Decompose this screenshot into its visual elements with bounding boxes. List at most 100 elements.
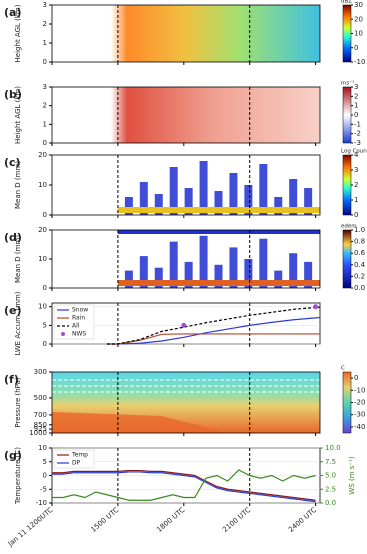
colorbar xyxy=(342,154,352,216)
legend-label: Temp xyxy=(71,452,88,459)
y2-tick-label: 0.0 xyxy=(325,499,336,507)
plot-frame xyxy=(51,4,321,63)
y-tick-label: 0 xyxy=(43,139,47,147)
colorbar-tick-label: -3 xyxy=(354,139,361,147)
legend-label: Snow xyxy=(72,307,88,314)
x-tick-label: 2100 UTC xyxy=(221,506,252,534)
y-tick-label: 1000 xyxy=(29,429,47,437)
spectra-plume xyxy=(154,194,163,215)
spectra-plume xyxy=(214,191,223,215)
spectra-plume xyxy=(124,197,133,215)
legend-label: Rain xyxy=(72,315,85,322)
y-tick-label: 0 xyxy=(43,472,47,480)
y-tick-label: 0 xyxy=(43,58,47,66)
spectra-plume xyxy=(304,188,313,215)
y-tick-label: 3 xyxy=(43,1,47,9)
colorbar-tick-label: 0.4 xyxy=(354,261,366,269)
spectra-plume xyxy=(259,164,268,215)
y-tick-label: 10 xyxy=(38,444,47,452)
y-tick-label: 300 xyxy=(34,368,47,376)
spectra-plume xyxy=(139,256,148,288)
y-tick-label: 0 xyxy=(43,340,47,348)
y-tick-label: 5 xyxy=(43,458,47,466)
spectra-plume xyxy=(244,185,253,215)
y-axis-label: Height AGL (km) xyxy=(14,4,22,62)
panel-label: (d) xyxy=(4,231,22,244)
spectra-plume xyxy=(169,167,178,215)
colorbar-tick-label: -10 xyxy=(354,386,365,394)
panel-label: (f) xyxy=(4,373,19,386)
reflectivity-field xyxy=(52,5,320,62)
y-axis-label: Height AGL (km) xyxy=(14,86,22,144)
y-tick-label: 20 xyxy=(38,226,47,234)
colorbar xyxy=(342,4,352,63)
colorbar-tick-label: 0.2 xyxy=(354,272,365,280)
spectra-plume xyxy=(304,261,313,288)
colorbar-tick-label: 0 xyxy=(354,374,358,382)
colorbar-tick-label: 3 xyxy=(354,166,358,174)
colorbar xyxy=(342,371,352,434)
spectra-plume xyxy=(124,270,133,288)
colorbar-tick-label: -2 xyxy=(354,130,361,138)
colorbar-tick-label: 10 xyxy=(354,30,363,38)
spectra-base xyxy=(117,207,320,213)
legend-label: NWS xyxy=(72,331,86,338)
series-line xyxy=(106,316,321,345)
colorbar-tick-label: 0.6 xyxy=(354,249,366,257)
colorbar-tick-label: -1 xyxy=(354,120,361,128)
plot-frame xyxy=(51,86,321,144)
y-tick-label: -10 xyxy=(36,499,47,507)
y2-tick-label: 7.5 xyxy=(325,458,336,466)
colorbar-tick-label: 1 xyxy=(354,102,358,110)
y-axis-label: Pressure (hPa) xyxy=(14,377,22,427)
colorbar-tick-label: -30 xyxy=(354,411,365,419)
colorbar-label: C xyxy=(341,366,345,372)
velocity-field xyxy=(52,87,320,143)
colorbar-tick-label: 0 xyxy=(354,211,358,219)
spectra-plume xyxy=(169,241,178,288)
spectra-plume xyxy=(274,197,283,215)
spectra-plume xyxy=(184,261,193,288)
series-line xyxy=(52,469,316,501)
colorbar-tick-label: 4 xyxy=(354,151,359,159)
colorbar-label: dBZ xyxy=(341,0,352,5)
y2-axis-label: WS (m s⁻¹) xyxy=(348,456,356,495)
colorbar xyxy=(342,229,352,289)
spectra-plume xyxy=(289,253,298,288)
warm-layer xyxy=(52,412,228,433)
colorbar-label: Log Counts xyxy=(341,149,367,155)
spectra-plume xyxy=(259,238,268,288)
colorbar-tick-label: 0 xyxy=(354,44,358,52)
nws-point xyxy=(181,322,187,328)
spectra-plume xyxy=(199,235,208,288)
panel-label: (g) xyxy=(4,449,22,462)
panel-label: (c) xyxy=(4,156,21,169)
colorbar-tick-label: 0 xyxy=(354,111,358,119)
colorbar-tick-label: 20 xyxy=(354,15,363,23)
y-tick-label: -5 xyxy=(40,485,47,493)
y-tick-label: 10 xyxy=(38,255,47,263)
colorbar-tick-label: 0.8 xyxy=(354,238,365,246)
y-tick-label: 1 xyxy=(43,120,47,128)
spectra-top xyxy=(117,230,320,234)
spectra-plume xyxy=(289,179,298,215)
x-tick-label: 2400 UTC xyxy=(287,506,318,534)
colorbar-tick-label: 2 xyxy=(354,92,358,100)
y-axis-label: Mean D (mm) xyxy=(14,235,22,283)
y2-tick-label: 2.5 xyxy=(325,485,336,493)
colorbar-tick-label: 0.0 xyxy=(354,284,365,292)
legend-label: All xyxy=(72,323,80,330)
spectra-plume xyxy=(229,173,238,215)
series-line xyxy=(52,471,316,503)
y-tick-label: 10 xyxy=(38,303,47,311)
y-axis-label: Mean D (mm) xyxy=(14,161,22,209)
x-tick-label: 1500 UTC xyxy=(89,506,120,534)
colorbar-tick-label: 1 xyxy=(354,196,358,204)
x-tick-label: Jan 11 1200UTC xyxy=(6,506,55,549)
colorbar-tick-label: 1.0 xyxy=(354,226,365,234)
y-tick-label: 2 xyxy=(43,102,47,110)
spectra-plume xyxy=(229,247,238,288)
colorbar-label: edem xyxy=(341,224,357,230)
spectra-plume xyxy=(199,161,208,215)
